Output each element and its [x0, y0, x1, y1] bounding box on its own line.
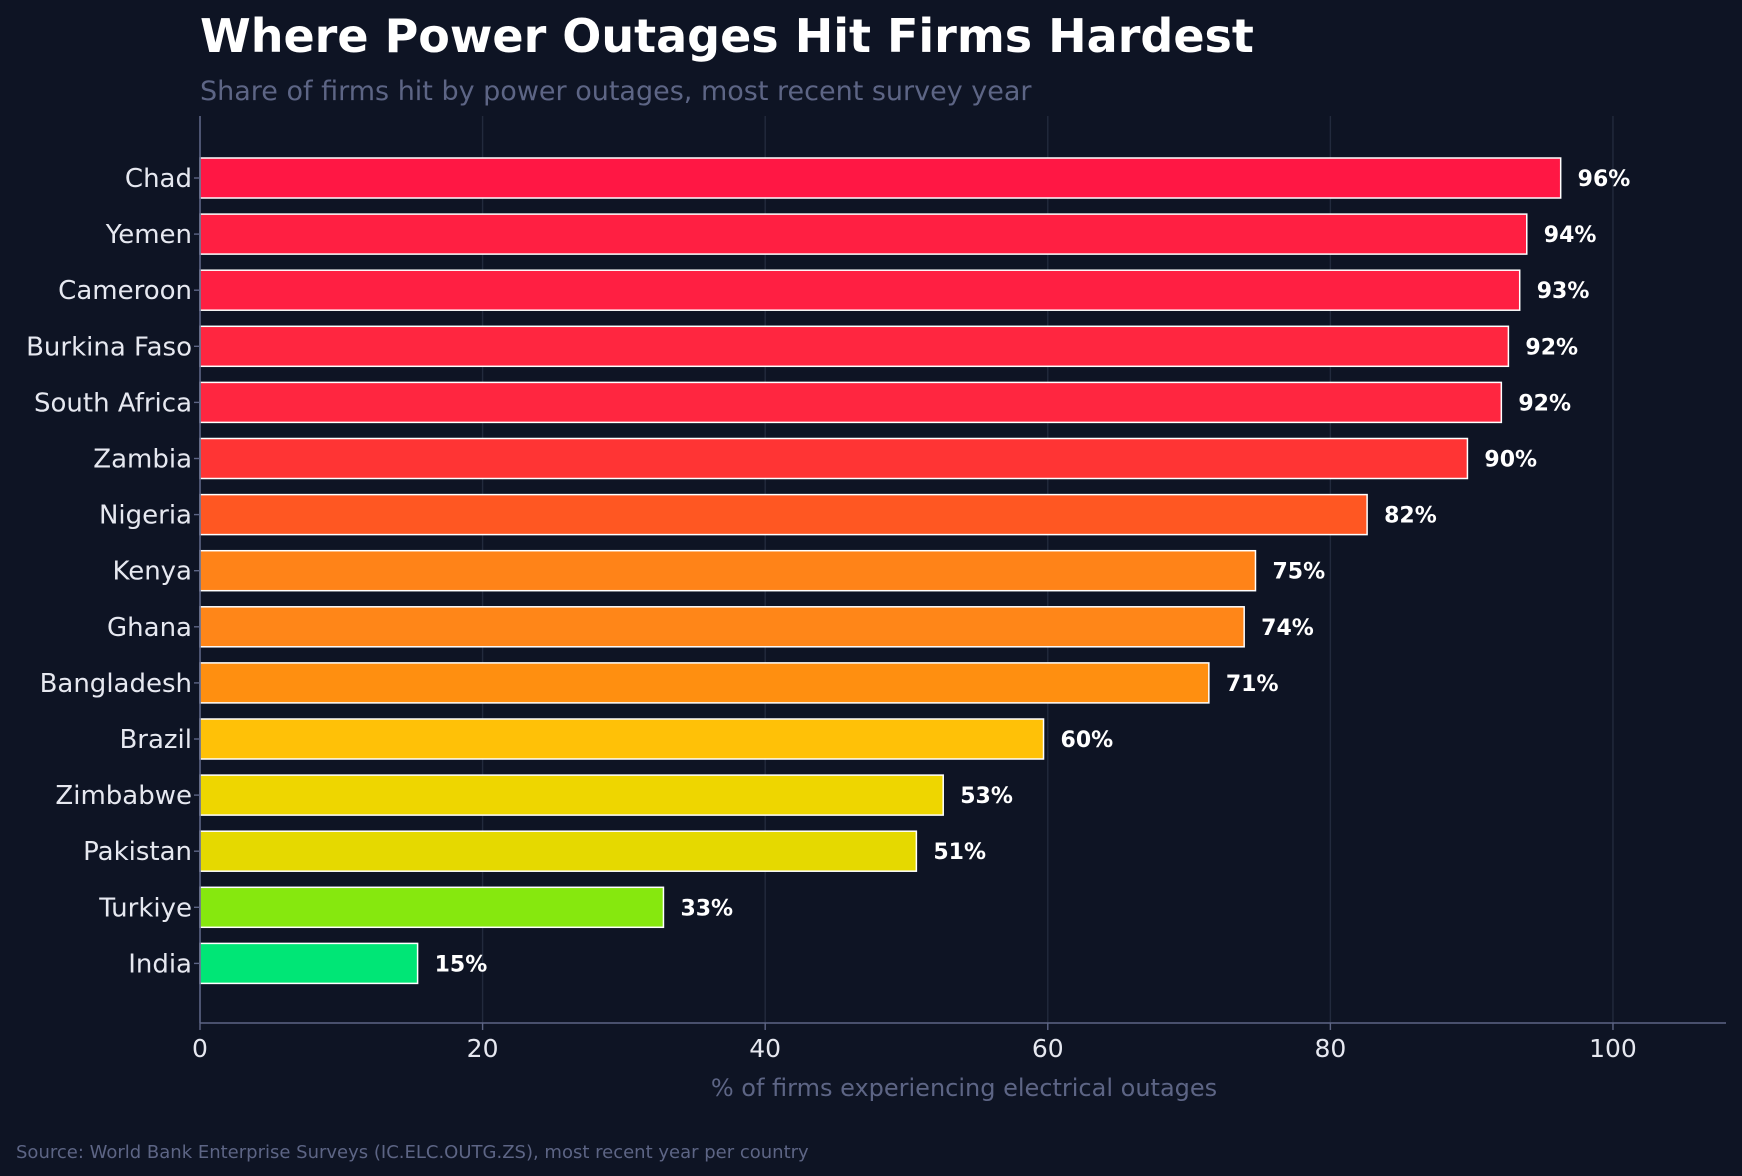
bar-yemen	[199, 213, 1528, 255]
bar-zambia	[199, 437, 1469, 480]
chart-title: Where Power Outages Hit Firms Hardest	[200, 9, 1254, 63]
y-tick-label: Zambia	[93, 445, 192, 475]
y-tick-label: Nigeria	[99, 501, 192, 531]
data-label: 60%	[1061, 728, 1114, 753]
x-tick-label: 0	[192, 1034, 208, 1063]
bar-chad	[199, 157, 1562, 199]
bar-india	[199, 942, 419, 985]
data-label: 33%	[680, 896, 733, 921]
y-tick-label: Pakistan	[83, 837, 192, 867]
x-axis-label: % of firms experiencing electrical outag…	[711, 1074, 1217, 1102]
bar-south-africa	[199, 381, 1503, 424]
bars	[199, 157, 1562, 985]
y-tick-label: Chad	[125, 164, 192, 194]
data-label: 93%	[1537, 279, 1590, 304]
bar-ghana	[199, 606, 1245, 648]
chart-subtitle: Share of firms hit by power outages, mos…	[200, 76, 1032, 107]
x-tick-label: 40	[749, 1034, 781, 1063]
bar-kenya	[199, 549, 1257, 592]
bar-burkina-faso	[199, 325, 1510, 368]
data-label: 90%	[1484, 448, 1537, 473]
y-tick-label: Cameroon	[58, 276, 192, 306]
data-label: 71%	[1226, 672, 1279, 697]
y-tick-label: Zimbabwe	[55, 781, 192, 811]
y-tick-label: India	[128, 949, 192, 979]
source-note: Source: World Bank Enterprise Surveys (I…	[16, 1142, 809, 1163]
data-label: 82%	[1384, 504, 1437, 529]
x-tick-label: 60	[1032, 1034, 1064, 1063]
y-tick-label: Brazil	[119, 725, 192, 755]
y-tick-label: South Africa	[34, 388, 192, 418]
data-label: 51%	[933, 840, 986, 865]
axes: 0 20 40 60 80 100	[192, 116, 1726, 1063]
category-labels: Chad Yemen Cameroon Burkina Faso South Afric…	[26, 164, 192, 979]
x-tick-label: 80	[1314, 1034, 1346, 1063]
y-tick-label: Bangladesh	[40, 669, 192, 699]
bar-brazil	[199, 718, 1045, 760]
data-labels: 96% 94% 93% 92% 92% 90% 82% 75% 74% 71% 60% 53% 51% 3…	[435, 167, 1631, 977]
data-label: 75%	[1272, 560, 1325, 585]
x-tick-label: 20	[467, 1034, 499, 1063]
bar-nigeria	[199, 493, 1368, 536]
bar-bangladesh	[199, 662, 1210, 704]
y-tick-label: Yemen	[105, 220, 192, 250]
y-tick-label: Burkina Faso	[26, 332, 192, 362]
data-label: 94%	[1544, 223, 1597, 248]
data-label: 96%	[1578, 167, 1631, 192]
y-tick-label: Kenya	[112, 557, 192, 587]
bar-turkiye	[199, 886, 665, 929]
y-tick-label: Turkiye	[98, 893, 192, 923]
bar-pakistan	[199, 830, 918, 872]
data-label: 53%	[960, 784, 1013, 809]
y-tick-label: Ghana	[107, 613, 192, 643]
bar-zimbabwe	[199, 774, 944, 816]
data-label: 15%	[435, 952, 488, 977]
data-label: 92%	[1525, 335, 1578, 360]
data-label: 74%	[1261, 616, 1314, 641]
data-label: 92%	[1518, 391, 1571, 416]
bar-cameroon	[199, 269, 1521, 311]
x-tick-label: 100	[1589, 1034, 1637, 1063]
